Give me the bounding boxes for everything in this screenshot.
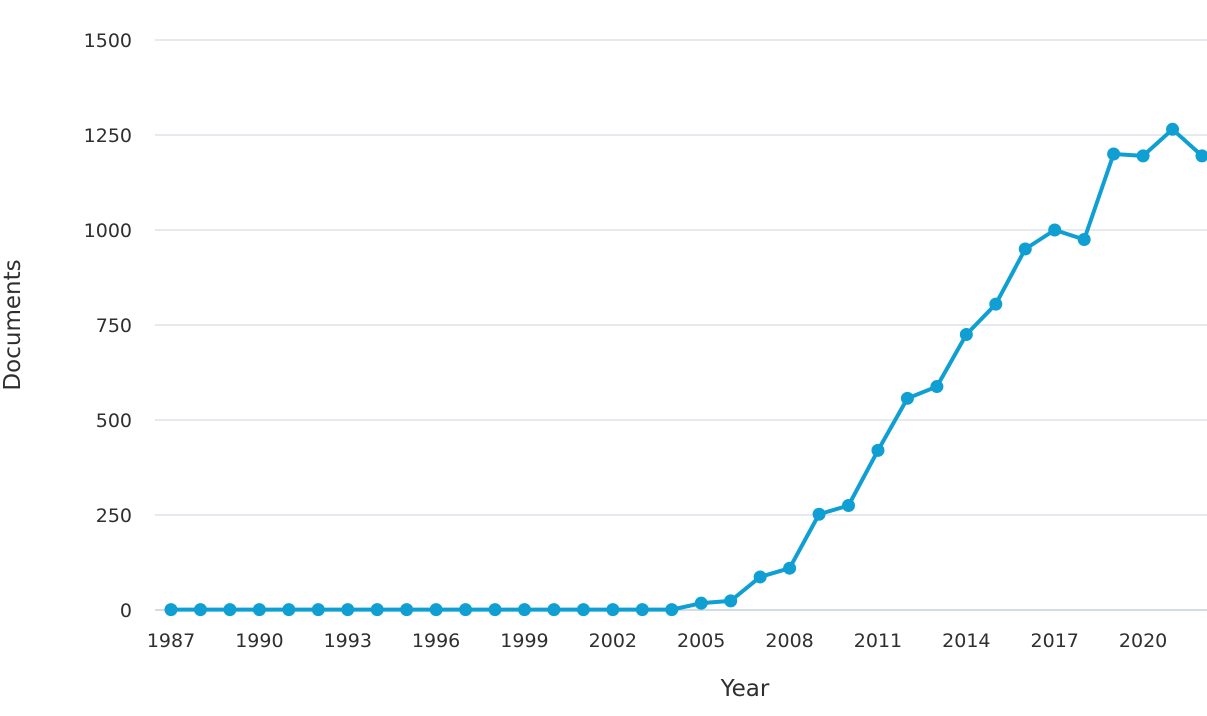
x-tick-label: 1990	[235, 630, 283, 652]
x-tick-label: 1993	[324, 630, 372, 652]
data-point[interactable]	[1018, 242, 1032, 256]
data-point[interactable]	[282, 603, 296, 617]
data-point[interactable]	[252, 603, 266, 617]
x-axis-ticks: 1987 1990 1993 1996 1999 2002 2005 2008 2011 2014…	[147, 630, 1167, 652]
data-point[interactable]	[842, 499, 856, 512]
data-point[interactable]	[812, 507, 826, 521]
data-point[interactable]	[400, 603, 414, 617]
data-point[interactable]	[164, 603, 178, 617]
series-layer	[164, 122, 1207, 617]
y-tick-label: 1500	[84, 30, 132, 52]
x-tick-label: 1996	[412, 630, 460, 652]
x-axis-title: Year	[720, 676, 770, 702]
y-tick-label: 1250	[84, 125, 132, 147]
x-tick-label: 2008	[765, 630, 813, 652]
data-point[interactable]	[665, 603, 679, 617]
data-point[interactable]	[341, 603, 355, 617]
data-point[interactable]	[311, 603, 325, 617]
y-tick-label: 1000	[84, 220, 132, 242]
grid-layer	[155, 39, 1207, 611]
data-point[interactable]	[1048, 223, 1062, 237]
data-point[interactable]	[459, 603, 473, 617]
data-point[interactable]	[488, 603, 502, 617]
data-point[interactable]	[1166, 122, 1180, 136]
data-point[interactable]	[635, 603, 649, 617]
data-point[interactable]	[193, 603, 207, 617]
data-point[interactable]	[1195, 149, 1207, 163]
data-point[interactable]	[517, 603, 531, 617]
y-axis-title: Documents	[0, 259, 26, 390]
data-point[interactable]	[576, 603, 590, 617]
data-point[interactable]	[959, 328, 973, 341]
y-tick-label: 500	[96, 410, 132, 432]
data-point[interactable]	[606, 603, 620, 617]
x-tick-label: 2002	[589, 630, 637, 652]
data-point[interactable]	[871, 443, 885, 457]
data-point[interactable]	[223, 603, 237, 617]
data-point[interactable]	[547, 603, 561, 617]
x-tick-label: 1987	[147, 630, 195, 652]
y-tick-label: 250	[96, 505, 132, 527]
data-point[interactable]	[429, 603, 443, 617]
data-point[interactable]	[1077, 233, 1091, 246]
x-tick-label: 2014	[942, 630, 990, 652]
data-point[interactable]	[370, 603, 384, 617]
y-tick-label: 0	[120, 600, 132, 622]
x-tick-label: 2005	[677, 630, 725, 652]
data-point[interactable]	[783, 561, 797, 575]
x-tick-label: 2020	[1119, 630, 1167, 652]
data-point[interactable]	[694, 596, 708, 610]
data-point[interactable]	[989, 297, 1003, 311]
data-point[interactable]	[724, 594, 738, 608]
x-tick-label: 2017	[1031, 630, 1079, 652]
data-point[interactable]	[930, 380, 944, 394]
data-point[interactable]	[753, 570, 767, 584]
y-axis-ticks: 0 250 500 750 1000 1250 1500	[84, 30, 132, 622]
data-point[interactable]	[1136, 149, 1150, 163]
series-line	[169, 127, 1204, 612]
data-point[interactable]	[900, 391, 914, 405]
x-tick-label: 2011	[854, 630, 902, 652]
y-tick-label: 750	[96, 315, 132, 337]
data-point[interactable]	[1107, 147, 1121, 161]
x-tick-label: 1999	[500, 630, 548, 652]
